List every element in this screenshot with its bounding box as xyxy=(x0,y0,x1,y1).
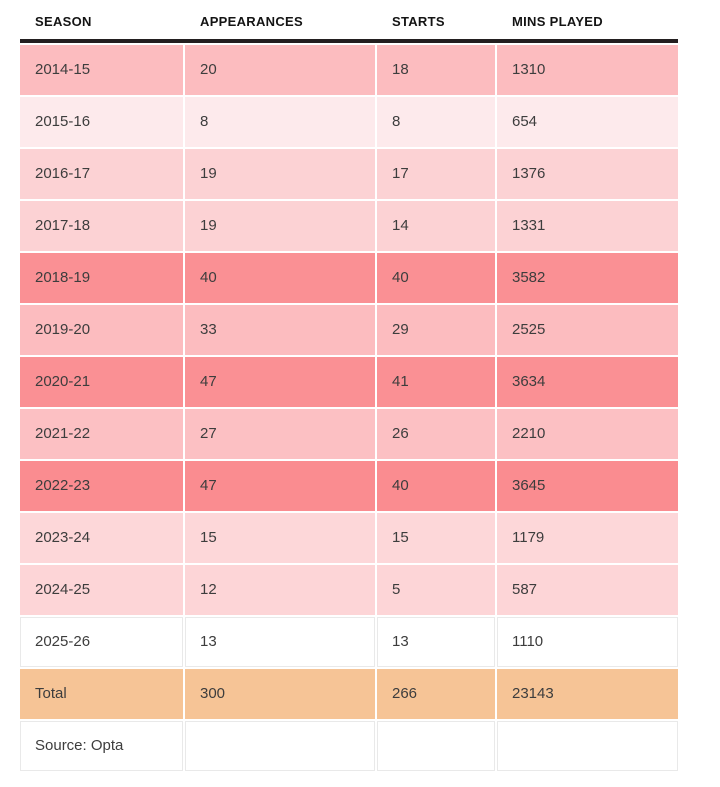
season-cell: Total xyxy=(20,669,183,719)
season-cell: 2025-26 xyxy=(20,617,183,667)
starts-cell: 29 xyxy=(377,305,495,355)
mins-played-cell: 1310 xyxy=(497,45,678,95)
mins-played-cell: 2525 xyxy=(497,305,678,355)
source-row: Source: Opta xyxy=(20,721,678,771)
season-cell: 2016-17 xyxy=(20,149,183,199)
table-row: 2020-21 47 41 3634 xyxy=(20,357,678,407)
mins-played-cell: 23143 xyxy=(497,669,678,719)
table-row: 2016-17 19 17 1376 xyxy=(20,149,678,199)
appearances-cell: 40 xyxy=(185,253,375,303)
mins-played-cell: 3645 xyxy=(497,461,678,511)
season-cell: 2021-22 xyxy=(20,409,183,459)
season-cell: 2022-23 xyxy=(20,461,183,511)
appearances-cell: 12 xyxy=(185,565,375,615)
appearances-cell: 33 xyxy=(185,305,375,355)
starts-cell: 40 xyxy=(377,461,495,511)
table-row: 2022-23 47 40 3645 xyxy=(20,461,678,511)
mins-played-cell: 587 xyxy=(497,565,678,615)
total-row: Total 300 266 23143 xyxy=(20,669,678,719)
mins-played-cell xyxy=(497,721,678,771)
table-row: 2024-25 12 5 587 xyxy=(20,565,678,615)
table-row: 2023-24 15 15 1179 xyxy=(20,513,678,563)
starts-cell: 5 xyxy=(377,565,495,615)
table-row: 2021-22 27 26 2210 xyxy=(20,409,678,459)
starts-cell xyxy=(377,721,495,771)
appearances-cell: 15 xyxy=(185,513,375,563)
table-row: 2015-16 8 8 654 xyxy=(20,97,678,147)
mins-played-cell: 2210 xyxy=(497,409,678,459)
season-cell: 2015-16 xyxy=(20,97,183,147)
starts-cell: 17 xyxy=(377,149,495,199)
appearances-cell: 47 xyxy=(185,461,375,511)
season-cell: 2018-19 xyxy=(20,253,183,303)
appearances-cell: 8 xyxy=(185,97,375,147)
season-cell: 2017-18 xyxy=(20,201,183,251)
appearances-cell: 13 xyxy=(185,617,375,667)
table-row: 2025-26 13 13 1110 xyxy=(20,617,678,667)
table-row: 2017-18 19 14 1331 xyxy=(20,201,678,251)
mins-played-cell: 1331 xyxy=(497,201,678,251)
appearances-cell: 19 xyxy=(185,149,375,199)
appearances-cell xyxy=(185,721,375,771)
starts-cell: 266 xyxy=(377,669,495,719)
column-header-season: SEASON xyxy=(35,14,92,29)
season-cell: 2014-15 xyxy=(20,45,183,95)
starts-cell: 18 xyxy=(377,45,495,95)
mins-played-cell: 1376 xyxy=(497,149,678,199)
starts-cell: 14 xyxy=(377,201,495,251)
mins-played-cell: 3582 xyxy=(497,253,678,303)
table-body: 2014-15 20 18 1310 2015-16 8 8 654 2016-17 19 17 13… xyxy=(20,45,678,771)
stats-table: SEASON APPEARANCES STARTS MINS PLAYED 20… xyxy=(20,2,678,771)
table-row: 2019-20 33 29 2525 xyxy=(20,305,678,355)
starts-cell: 13 xyxy=(377,617,495,667)
season-cell: 2024-25 xyxy=(20,565,183,615)
column-header-starts: STARTS xyxy=(392,14,445,29)
mins-played-cell: 654 xyxy=(497,97,678,147)
table-header: SEASON APPEARANCES STARTS MINS PLAYED xyxy=(20,2,678,43)
starts-cell: 15 xyxy=(377,513,495,563)
starts-cell: 8 xyxy=(377,97,495,147)
season-cell: 2019-20 xyxy=(20,305,183,355)
appearances-cell: 19 xyxy=(185,201,375,251)
mins-played-cell: 3634 xyxy=(497,357,678,407)
appearances-cell: 27 xyxy=(185,409,375,459)
column-header-appearances: APPEARANCES xyxy=(200,14,303,29)
appearances-cell: 20 xyxy=(185,45,375,95)
table-row: 2018-19 40 40 3582 xyxy=(20,253,678,303)
mins-played-cell: 1110 xyxy=(497,617,678,667)
starts-cell: 41 xyxy=(377,357,495,407)
starts-cell: 26 xyxy=(377,409,495,459)
season-cell: 2023-24 xyxy=(20,513,183,563)
table-row: 2014-15 20 18 1310 xyxy=(20,45,678,95)
starts-cell: 40 xyxy=(377,253,495,303)
appearances-cell: 300 xyxy=(185,669,375,719)
season-cell: Source: Opta xyxy=(20,721,183,771)
season-cell: 2020-21 xyxy=(20,357,183,407)
mins-played-cell: 1179 xyxy=(497,513,678,563)
column-header-mins-played: MINS PLAYED xyxy=(512,14,603,29)
appearances-cell: 47 xyxy=(185,357,375,407)
